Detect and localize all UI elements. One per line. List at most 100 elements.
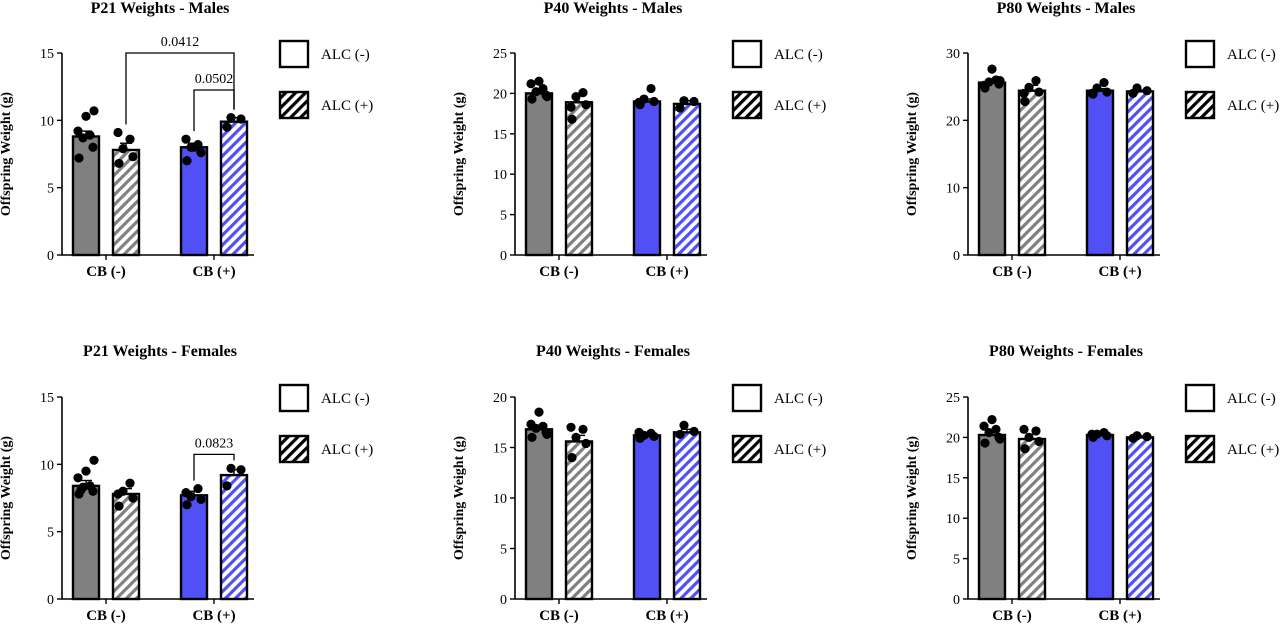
legend-swatch <box>731 434 763 464</box>
chart-panel-1: P21 Weights - Males Offspring Weight (g) 0… <box>0 0 373 280</box>
data-point <box>980 438 990 448</box>
data-point <box>88 142 98 152</box>
data-point <box>226 113 236 123</box>
legend-label: ALC (-) <box>774 47 823 63</box>
data-point <box>527 94 537 104</box>
bar <box>1017 89 1047 257</box>
y-axis-label: Offspring Weight (g) <box>452 92 467 217</box>
data-point <box>987 64 997 74</box>
data-point <box>113 489 123 499</box>
data-point <box>85 481 95 491</box>
data-point <box>114 158 124 169</box>
p-value-label: 0.0412 <box>161 35 200 50</box>
data-point <box>1020 444 1030 454</box>
bar <box>977 433 1007 601</box>
data-point <box>1087 429 1097 439</box>
bar <box>564 101 594 257</box>
legend-label: ALC (+) <box>774 98 826 114</box>
data-point <box>1020 96 1030 107</box>
data-point <box>1031 426 1041 436</box>
data-point <box>128 152 138 162</box>
bar <box>71 484 101 601</box>
data-point <box>85 130 95 140</box>
y-axis-label: Offspring Weight (g) <box>905 92 920 217</box>
data-point <box>534 76 544 86</box>
y-tick-label: 10 <box>40 114 54 129</box>
data-point <box>689 96 699 107</box>
y-tick-label: 0 <box>47 249 54 264</box>
data-point <box>236 114 246 124</box>
legend-label: ALC (-) <box>1227 391 1276 407</box>
data-point <box>1132 83 1142 93</box>
x-category-label: CB (+) <box>192 608 235 624</box>
bar <box>111 148 141 257</box>
data-point <box>679 96 689 106</box>
bar <box>632 434 662 601</box>
legend-label: ALC (+) <box>321 98 373 114</box>
x-category-label: CB (+) <box>1098 264 1141 280</box>
y-tick-label: 0 <box>953 249 960 264</box>
data-point <box>526 419 536 429</box>
legend-swatch <box>731 90 763 120</box>
data-point <box>979 421 989 431</box>
data-point <box>984 427 994 438</box>
data-point <box>1031 76 1041 86</box>
chart-panel-3: P80 Weights - Males Offspring Weight (g) 0… <box>905 0 1279 280</box>
legend-label: ALC (-) <box>321 47 370 63</box>
data-point <box>182 500 192 510</box>
bar <box>524 92 554 257</box>
data-point <box>1142 431 1152 442</box>
y-tick-label: 5 <box>47 182 54 197</box>
y-axis-label: Offspring Weight (g) <box>452 436 467 561</box>
x-category-label: CB (-) <box>539 608 579 624</box>
significance-bracket <box>193 453 235 481</box>
data-point <box>542 92 552 102</box>
data-point <box>542 429 552 439</box>
bar <box>1125 90 1155 257</box>
y-tick-label: 20 <box>946 431 960 446</box>
y-tick-label: 10 <box>946 182 960 197</box>
data-point <box>189 142 199 152</box>
data-point <box>118 144 128 154</box>
bar <box>524 428 554 601</box>
y-tick-label: 20 <box>946 114 960 129</box>
data-point <box>979 80 989 90</box>
y-tick-label: 0 <box>500 593 507 608</box>
data-point <box>73 126 83 136</box>
chart-panel-4: P21 Weights - Females Offspring Weight (g… <box>0 343 373 624</box>
data-point <box>1019 88 1029 98</box>
chart-title: P80 Weights - Females <box>989 343 1143 360</box>
data-point <box>531 87 541 97</box>
y-tick-label: 25 <box>493 47 507 62</box>
bar <box>219 120 249 257</box>
data-point <box>995 76 1005 86</box>
x-category-label: CB (-) <box>992 608 1032 624</box>
y-tick-label: 15 <box>40 47 54 62</box>
data-point <box>689 426 699 436</box>
data-point <box>74 153 84 163</box>
data-point <box>567 114 577 124</box>
legend-swatch <box>731 383 763 413</box>
bar <box>564 440 594 601</box>
data-point <box>1099 427 1109 438</box>
legend-swatch <box>1184 39 1216 69</box>
x-category-label: CB (+) <box>1098 608 1141 624</box>
data-point <box>81 466 91 476</box>
data-point <box>1024 432 1034 442</box>
y-axis-label: Offspring Weight (g) <box>0 92 14 217</box>
bar <box>977 81 1007 257</box>
data-point <box>236 465 246 475</box>
x-category-label: CB (-) <box>539 264 579 280</box>
bar <box>179 494 209 601</box>
x-category-label: CB (+) <box>645 264 688 280</box>
data-point <box>581 100 591 110</box>
legend-label: ALC (-) <box>1227 47 1276 63</box>
legend-label: ALC (+) <box>774 442 826 458</box>
legend-label: ALC (+) <box>1227 98 1279 114</box>
y-tick-label: 5 <box>500 543 507 558</box>
data-point <box>578 87 588 98</box>
data-point <box>634 427 644 437</box>
data-point <box>581 438 591 449</box>
data-point <box>1142 86 1152 96</box>
chart-panel-6: P80 Weights - Females Offspring Weight (g… <box>905 343 1279 624</box>
